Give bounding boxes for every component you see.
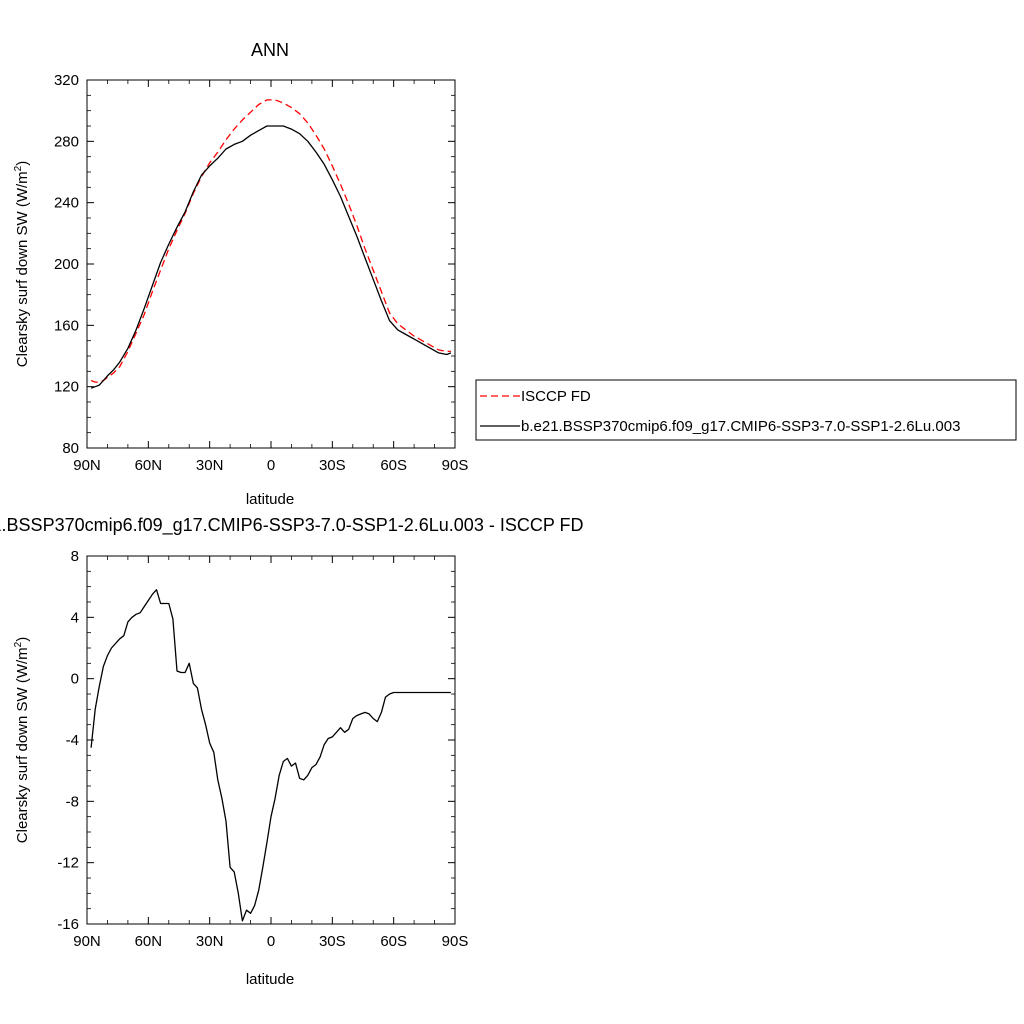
top-y-axis-label-main: Clearsky surf down SW (W/m: [14, 171, 31, 367]
top-plot-frame: [86, 79, 456, 449]
top-y-tick-label: 280: [54, 133, 79, 150]
top-x-tick-label: 60S: [380, 457, 407, 474]
bottom-x-tick-label: 60S: [380, 933, 407, 950]
top-x-tick-label: 0: [267, 457, 275, 474]
top-y-axis-label-sup: 2: [13, 165, 24, 171]
bottom-x-tick-label: 90N: [73, 933, 101, 950]
top-x-tick-label: 90S: [442, 457, 469, 474]
bottom-y-tick-label: -12: [57, 855, 79, 872]
bottom-y-axis-label-end: ): [14, 637, 31, 642]
bottom-x-tick-label: 30N: [196, 933, 224, 950]
top-y-tick-label: 160: [54, 317, 79, 334]
bottom-y-tick-label: 8: [71, 548, 79, 565]
top-series-line-1: [90, 125, 452, 389]
bottom-y-axis-label-main: Clearsky surf down SW (W/m: [14, 647, 31, 843]
top-x-tick-label: 30N: [196, 457, 224, 474]
top-x-tick-label: 90N: [73, 457, 101, 474]
bottom-chart-title: b.e21.BSSP370cmip6.f09_g17.CMIP6-SSP3-7.…: [0, 515, 584, 536]
bottom-y-tick-label: -16: [57, 916, 79, 933]
top-y-tick-label: 200: [54, 256, 79, 273]
top-y-axis-label-end: ): [14, 161, 31, 166]
bottom-x-tick-label: 90S: [442, 933, 469, 950]
bottom-y-ticks: -16 -12 -8 -4 0 4 8: [57, 548, 455, 933]
bottom-x-tick-label: 0: [267, 933, 275, 950]
legend-label-model: b.e21.BSSP370cmip6.f09_g17.CMIP6-SSP3-7.…: [521, 418, 960, 435]
legend: ISCCP FD b.e21.BSSP370cmip6.f09_g17.CMIP…: [475, 379, 1017, 441]
bottom-y-tick-label: -4: [66, 732, 79, 749]
bottom-series-line-0: [90, 589, 451, 922]
top-y-ticks: 80 120 160 200 240 280 320: [54, 72, 455, 457]
bottom-panel: b.e21.BSSP370cmip6.f09_g17.CMIP6-SSP3-7.…: [0, 515, 584, 988]
top-y-tick-label: 80: [62, 440, 79, 457]
top-x-tick-label: 60N: [135, 457, 163, 474]
top-y-tick-label: 320: [54, 72, 79, 89]
bottom-y-tick-label: -8: [66, 793, 79, 810]
bottom-series-group: [90, 589, 451, 922]
top-x-tick-label: 30S: [319, 457, 346, 474]
top-y-tick-label: 240: [54, 195, 79, 212]
top-x-ticks: 90N 60N 30N 0 30S 60S 90S: [73, 80, 468, 474]
top-x-axis-label: latitude: [246, 491, 294, 508]
bottom-y-axis-label: Clearsky surf down SW (W/m2): [13, 637, 31, 843]
top-series-group: [90, 99, 452, 389]
bottom-y-tick-label: 0: [71, 671, 79, 688]
bottom-x-axis-label: latitude: [246, 971, 294, 988]
top-series-line-0: [90, 99, 451, 383]
top-chart-title: ANN: [251, 40, 289, 60]
top-panel: ANN 80 120 160 200 240 280 320 90N 60N 30N 0 30S 60…: [13, 40, 468, 508]
bottom-y-axis-label-sup: 2: [13, 641, 24, 647]
bottom-plot-frame: [86, 555, 456, 925]
legend-label-isccp: ISCCP FD: [521, 388, 591, 405]
legend-box: [475, 379, 1017, 441]
top-y-tick-label: 120: [54, 379, 79, 396]
bottom-x-tick-label: 30S: [319, 933, 346, 950]
bottom-x-tick-label: 60N: [135, 933, 163, 950]
top-y-axis-label: Clearsky surf down SW (W/m2): [13, 161, 31, 367]
bottom-x-ticks: 90N 60N 30N 0 30S 60S 90S: [73, 556, 468, 950]
bottom-y-tick-label: 4: [71, 609, 79, 626]
